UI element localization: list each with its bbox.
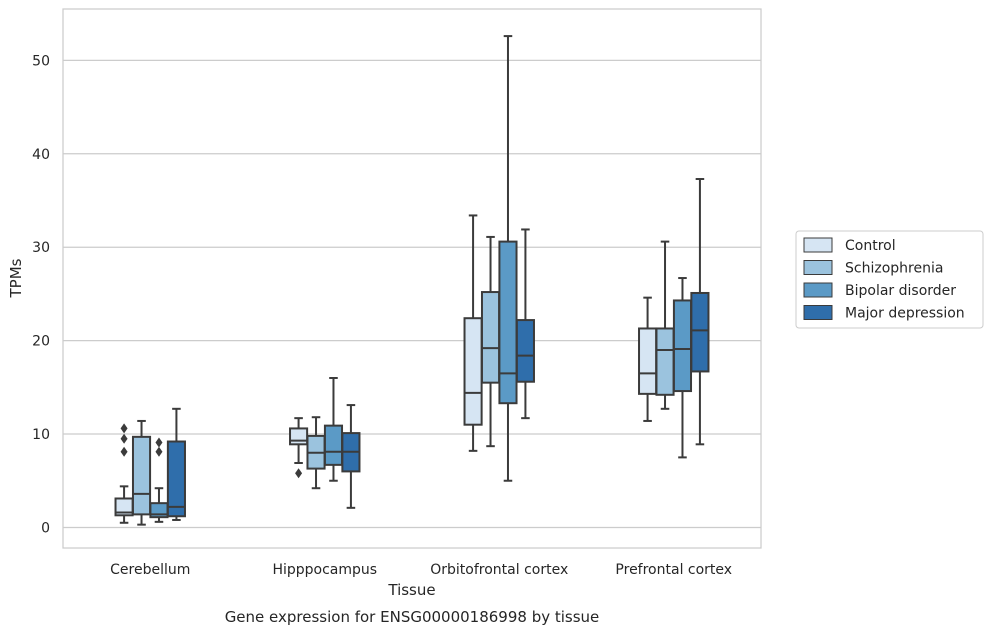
plot-frame <box>62 8 762 549</box>
outlier-point <box>120 433 128 444</box>
y-axis-label: TPMs <box>7 258 25 298</box>
outlier-point <box>155 437 163 448</box>
legend: Control Schizophrenia Bipolar disorder Majo… <box>795 230 984 329</box>
box-control <box>114 423 134 524</box>
legend-label: Major depression <box>845 306 965 322</box>
legend-frame <box>795 230 984 329</box>
outlier-point <box>120 446 128 457</box>
legend-swatch <box>803 282 833 298</box>
y-tick-label: 30 <box>32 240 50 256</box>
box-bipolar-disorder <box>323 376 344 482</box>
legend-swatch <box>803 260 833 275</box>
x-tick-label: Hipppocampus <box>272 562 377 578</box>
x-tick-label: Cerebellum <box>110 562 190 578</box>
iqr-box <box>515 319 535 383</box>
box-schizophrenia <box>131 419 152 526</box>
y-tick-label: 40 <box>32 147 50 163</box>
iqr-box <box>690 291 710 373</box>
box-schizophrenia <box>480 235 501 448</box>
iqr-box <box>638 327 658 395</box>
y-tick-label: 10 <box>32 427 50 443</box>
y-tick-labels: 0 10 20 30 40 50 <box>32 53 50 536</box>
y-tick-label: 50 <box>32 53 50 69</box>
box-major-depression <box>166 407 186 521</box>
box-control <box>289 417 309 479</box>
box-bipolar-disorder <box>498 35 518 482</box>
box-bipolar-disorder <box>149 437 169 523</box>
x-tick-labels: Cerebellum Hipppocampus Orbitofrontal cort… <box>110 562 732 578</box>
outlier-point <box>295 468 303 479</box>
legend-label: Control <box>845 238 896 254</box>
x-tick-label: Prefrontal cortex <box>615 562 732 578</box>
iqr-box <box>498 240 518 405</box>
iqr-box <box>131 435 152 516</box>
iqr-box <box>480 291 501 384</box>
outlier-point <box>120 423 128 434</box>
y-tick-label: 0 <box>41 520 50 536</box>
legend-label: Schizophrenia <box>845 261 943 277</box>
x-axis-label: Tissue <box>387 581 435 599</box>
legend-swatch <box>803 237 833 253</box>
iqr-box <box>463 317 483 426</box>
box-major-depression <box>690 178 710 446</box>
x-tick-label: Orbitofrontal cortex <box>430 562 568 578</box>
iqr-box <box>323 424 344 466</box>
box-major-depression <box>341 404 361 509</box>
outlier-point <box>155 446 163 457</box>
y-tick-label: 20 <box>32 334 50 350</box>
y-gridlines <box>63 59 761 529</box>
box-major-depression <box>515 228 535 420</box>
legend-label: Bipolar disorder <box>845 283 956 299</box>
legend-swatch <box>803 305 833 320</box>
iqr-box <box>289 427 309 446</box>
boxes-layer <box>114 35 710 526</box>
iqr-box <box>655 327 675 396</box>
chart-caption: Gene expression for ENSG00000186998 by t… <box>225 608 600 626</box>
box-bipolar-disorder <box>672 277 693 459</box>
iqr-box <box>672 299 693 393</box>
iqr-box <box>166 440 186 518</box>
